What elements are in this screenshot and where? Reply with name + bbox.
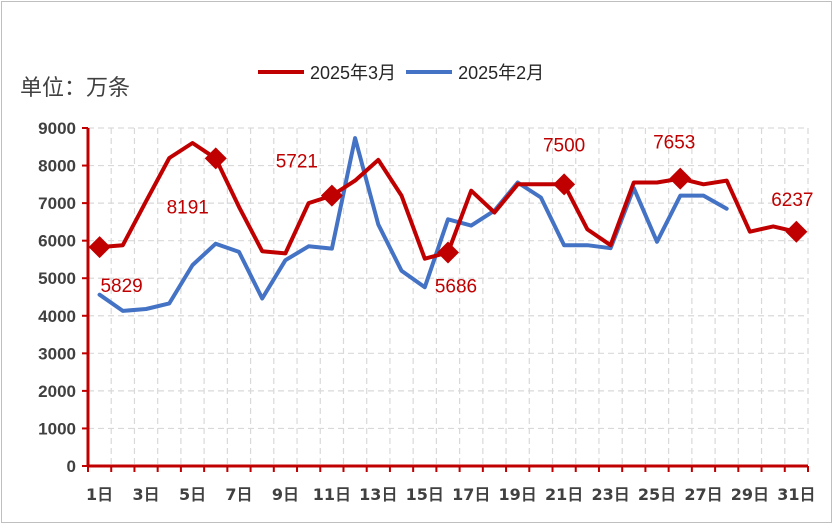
legend-label-march: 2025年3月 <box>310 63 397 83</box>
legend-item-march: 2025年3月 <box>258 59 396 85</box>
data-label: 5721 <box>276 152 318 173</box>
x-tick-label: 13日 <box>359 485 397 504</box>
y-tick-label: 0 <box>67 457 76 476</box>
y-tick-label: 1000 <box>38 419 76 438</box>
y-tick-label: 5000 <box>38 269 76 288</box>
x-tick-label: 25日 <box>638 485 676 504</box>
data-marker <box>320 184 343 207</box>
unit-label: 单位：万条 <box>20 76 131 101</box>
data-label: 7500 <box>543 135 585 156</box>
legend-swatch-march <box>258 70 304 74</box>
x-tick-label: 7日 <box>225 485 252 504</box>
y-tick-label: 2000 <box>38 382 76 401</box>
data-marker <box>437 241 459 264</box>
x-tick-label: 1日 <box>86 485 113 504</box>
x-tick-label: 15日 <box>406 485 444 504</box>
x-tick-label: 23日 <box>591 485 629 504</box>
data-marker <box>785 220 808 243</box>
y-tick-label: 9000 <box>38 119 76 138</box>
y-tick-label: 7000 <box>38 194 76 213</box>
data-marker <box>88 236 111 259</box>
y-tick-label: 8000 <box>38 157 76 176</box>
data-label: 8191 <box>167 197 209 218</box>
y-tick-label: 4000 <box>38 307 76 326</box>
x-tick-label: 29日 <box>731 485 769 504</box>
data-label: 5829 <box>100 276 142 297</box>
legend: 2025年3月 2025年2月 <box>258 60 554 84</box>
x-tick-label: 27日 <box>684 485 722 504</box>
x-tick-label: 3日 <box>132 485 159 504</box>
x-tick-label: 21日 <box>545 485 583 504</box>
grid-lines <box>88 127 809 466</box>
y-tick-label: 3000 <box>38 344 76 363</box>
x-tick-label: 19日 <box>499 485 537 504</box>
data-label: 7653 <box>653 133 695 154</box>
y-tick-label: 6000 <box>38 232 76 251</box>
x-tick-label: 31日 <box>777 485 815 504</box>
data-marker <box>204 147 227 170</box>
legend-swatch-february <box>406 70 453 74</box>
x-tick-label: 17日 <box>452 485 490 504</box>
data-marker <box>553 173 576 196</box>
data-label: 6237 <box>771 190 813 211</box>
legend-label-february: 2025年2月 <box>458 63 545 83</box>
x-tick-label: 9日 <box>272 485 299 504</box>
x-tick-label: 5日 <box>179 485 206 504</box>
data-label: 5686 <box>435 276 477 297</box>
x-tick-label: 11日 <box>313 485 351 504</box>
data-marker <box>669 167 692 190</box>
legend-item-february: 2025年2月 <box>406 59 544 85</box>
